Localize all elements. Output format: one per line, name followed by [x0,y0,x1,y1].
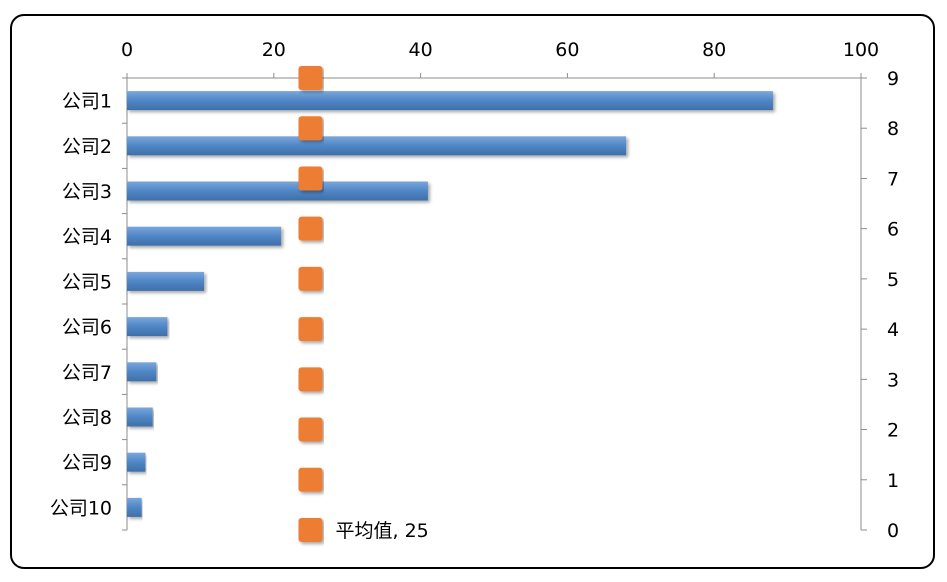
bar [127,497,142,517]
y2-tick-label: 6 [887,219,899,241]
x-tick-label: 60 [555,39,579,61]
category-label: 公司10 [50,497,112,519]
average-marker [298,216,323,241]
y2-tick-label: 5 [887,269,899,291]
bar [127,452,146,472]
average-marker [298,467,323,492]
y2-tick-label: 9 [887,68,899,90]
average-marker [298,66,323,90]
average-annotation: 平均值, 25 [336,520,429,542]
average-marker [298,417,323,442]
y2-tick-label: 2 [887,420,899,442]
y2-tick-label: 7 [887,168,899,190]
bar [127,91,773,111]
category-label: 公司8 [62,407,112,429]
x-tick-label: 100 [843,39,879,61]
average-marker [298,518,323,542]
average-marker [298,317,323,342]
category-label: 公司1 [62,91,112,113]
bars [127,91,773,517]
category-label: 公司6 [62,317,112,339]
bar [127,226,282,246]
y2-tick-label: 8 [887,118,899,140]
x-tick-label: 0 [121,39,133,61]
labels: 0 20 40 60 80 100 0 1 2 3 4 5 6 7 8 9 公司1 公司2 公司3 公司4 公司5 公司6… [50,39,899,542]
average-marker [298,266,323,291]
category-label: 公司7 [62,362,112,384]
category-label: 公司9 [62,452,112,474]
bar [127,317,168,337]
x-tick-label: 80 [702,39,726,61]
category-label: 公司4 [62,226,112,248]
x-tick-label: 20 [262,39,286,61]
category-label: 公司2 [62,136,112,158]
y2-tick-label: 0 [887,520,899,542]
bar [127,362,157,382]
x-tick-label: 40 [409,39,433,61]
average-marker [298,116,323,141]
bar [127,407,153,427]
bar [127,136,627,156]
bar [127,271,205,291]
y2-tick-label: 4 [887,319,899,341]
average-marker [298,367,323,392]
average-line [298,66,323,542]
y2-tick-label: 1 [887,470,899,492]
category-label: 公司5 [62,271,112,293]
average-marker [298,166,323,191]
category-label: 公司3 [62,181,112,203]
y2-tick-label: 3 [887,369,899,391]
bar [127,181,428,201]
